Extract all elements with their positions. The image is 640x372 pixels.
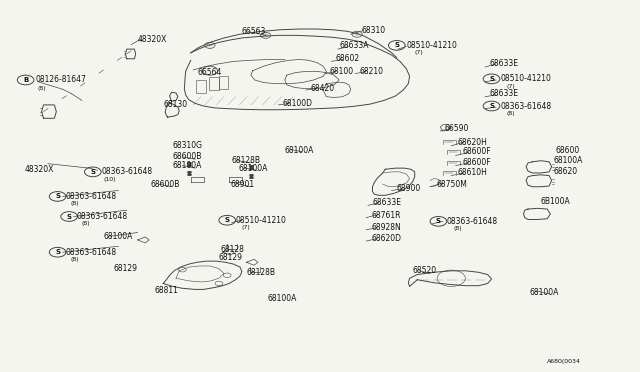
- Text: 08363-61648: 08363-61648: [77, 212, 128, 221]
- Text: 68811: 68811: [155, 286, 179, 295]
- Text: S: S: [394, 42, 399, 48]
- Text: 68750M: 68750M: [436, 180, 467, 189]
- Text: 68128B: 68128B: [246, 268, 275, 277]
- Text: 68210: 68210: [360, 67, 384, 76]
- Text: S: S: [67, 214, 72, 219]
- Text: 68620: 68620: [554, 167, 578, 176]
- Text: B: B: [23, 77, 28, 83]
- Text: 68130: 68130: [163, 100, 188, 109]
- Text: 08510-41210: 08510-41210: [236, 216, 286, 225]
- Bar: [219, 76, 228, 89]
- Text: 68633E: 68633E: [490, 59, 518, 68]
- Text: (7): (7): [507, 84, 516, 89]
- Text: S: S: [489, 76, 494, 82]
- Text: 68100A: 68100A: [554, 156, 583, 165]
- Text: 68310G: 68310G: [173, 141, 203, 150]
- Text: 68928N: 68928N: [371, 223, 401, 232]
- Text: (8): (8): [507, 111, 515, 116]
- Text: 08363-61648: 08363-61648: [500, 102, 552, 110]
- Text: S: S: [489, 103, 494, 109]
- Text: 68100A: 68100A: [104, 232, 133, 241]
- Text: 6B100A: 6B100A: [541, 197, 570, 206]
- Text: 66564: 66564: [197, 68, 221, 77]
- Text: 68600B: 68600B: [173, 153, 202, 161]
- Text: 08363-61648: 08363-61648: [447, 217, 498, 226]
- Text: (8): (8): [37, 86, 45, 91]
- Text: S: S: [55, 249, 60, 255]
- Text: 68901: 68901: [230, 180, 255, 189]
- Text: 08363-61648: 08363-61648: [65, 248, 116, 257]
- Text: 68129: 68129: [219, 253, 243, 262]
- Text: 48320X: 48320X: [138, 35, 167, 44]
- Text: 68100A: 68100A: [285, 146, 314, 155]
- Text: 68129: 68129: [114, 264, 138, 273]
- Text: 68600B: 68600B: [150, 180, 180, 189]
- Text: 48320X: 48320X: [24, 165, 54, 174]
- Text: 68610H: 68610H: [458, 169, 488, 177]
- Text: 68600: 68600: [556, 146, 580, 155]
- Text: 08510-41210: 08510-41210: [500, 74, 551, 83]
- Text: (8): (8): [453, 226, 461, 231]
- Text: A680(0034: A680(0034: [547, 359, 581, 364]
- Text: 68128: 68128: [221, 245, 244, 254]
- Text: 68600F: 68600F: [462, 158, 491, 167]
- Text: 68600F: 68600F: [462, 147, 491, 156]
- Text: 68620D: 68620D: [371, 234, 401, 243]
- Text: (7): (7): [415, 50, 424, 55]
- Text: 68620H: 68620H: [458, 138, 488, 147]
- Text: 68100A: 68100A: [173, 161, 202, 170]
- Text: (8): (8): [70, 257, 79, 262]
- Text: S: S: [90, 169, 95, 175]
- Bar: [196, 80, 206, 93]
- Text: 68100A: 68100A: [530, 288, 559, 296]
- Text: (7): (7): [242, 225, 251, 230]
- Text: S: S: [55, 193, 60, 199]
- Text: 68633A: 68633A: [339, 41, 369, 50]
- Text: 68420: 68420: [310, 84, 335, 93]
- Text: 68310: 68310: [362, 26, 386, 35]
- Text: 68100A: 68100A: [238, 164, 268, 173]
- Text: 68761R: 68761R: [371, 211, 401, 219]
- Text: 66563: 66563: [242, 27, 266, 36]
- Text: 68100: 68100: [330, 67, 354, 76]
- Text: 08363-61648: 08363-61648: [101, 167, 152, 176]
- Text: (8): (8): [82, 221, 90, 227]
- Text: 08126-81647: 08126-81647: [35, 76, 86, 84]
- Text: 68100A: 68100A: [268, 294, 297, 303]
- Text: (10): (10): [104, 177, 116, 182]
- Text: 08510-41210: 08510-41210: [406, 41, 457, 50]
- Text: (8): (8): [70, 201, 79, 206]
- Text: S: S: [225, 217, 230, 223]
- Text: S: S: [436, 218, 441, 224]
- Text: 68100D: 68100D: [283, 99, 313, 108]
- Text: 68128B: 68128B: [232, 156, 260, 165]
- Text: 68900: 68900: [397, 185, 421, 193]
- Text: 08363-61648: 08363-61648: [65, 192, 116, 201]
- Text: 68520: 68520: [413, 266, 437, 275]
- Text: 68633E: 68633E: [490, 89, 518, 98]
- Text: 68602: 68602: [336, 54, 360, 63]
- Text: 68633E: 68633E: [372, 198, 401, 207]
- Bar: [209, 77, 219, 90]
- Text: 66590: 66590: [445, 124, 469, 133]
